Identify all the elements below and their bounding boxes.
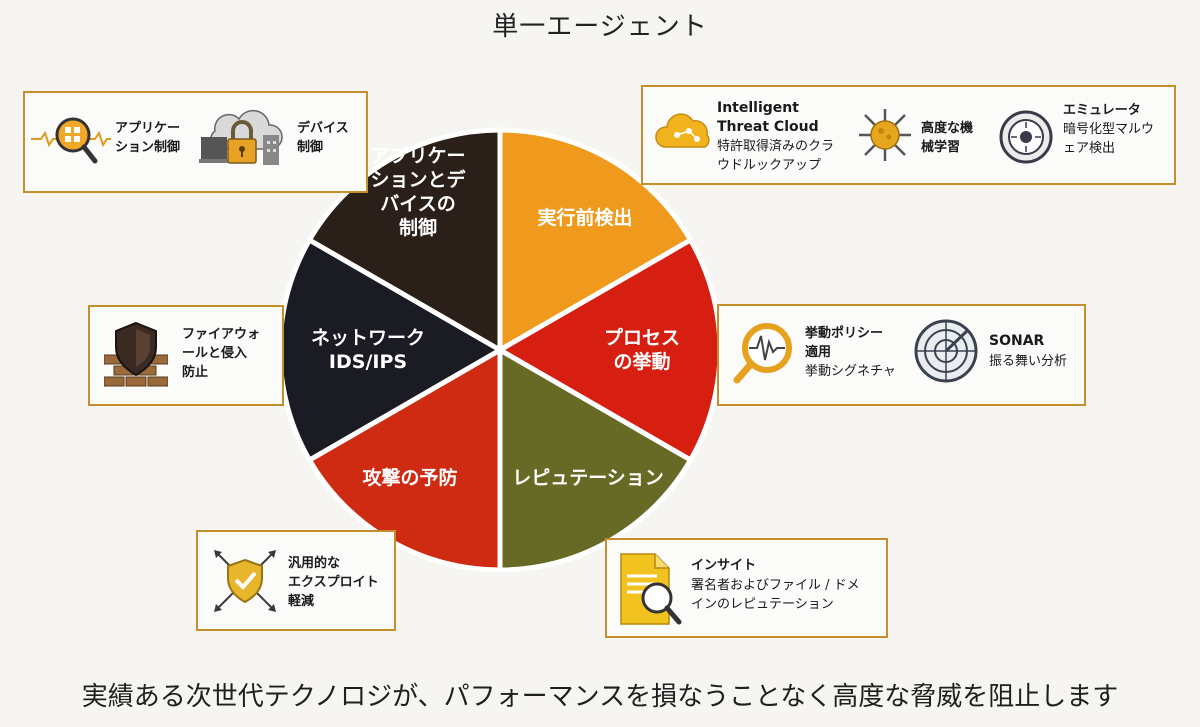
page-title: 単一エージェント <box>492 12 708 42</box>
pie-label-reputation-line-0: レピュテーション <box>512 467 664 489</box>
pie-label-process-line-0: プロセス <box>604 326 680 349</box>
device-control-label: デバイス 制御 <box>297 121 349 155</box>
pie-label-preexec-line-0: 実行前検出 <box>537 206 632 229</box>
firewall-box: ファイアウォ ールと侵入 防止 <box>88 305 284 406</box>
policy-label: 挙動ポリシー 適用 <box>805 326 884 360</box>
footer-tagline: 実績ある次世代テクノロジが、パフォーマンスを損なうことなく高度な脅威を阻止します <box>81 682 1119 712</box>
pie-label-appdevice-line-2: バイスの <box>380 193 455 215</box>
exploit-mitigation-box: 汎用的な エクスプロイト 軽減 <box>196 530 396 631</box>
cloud-icon <box>655 113 710 148</box>
pie-label-network-line-1: IDS/IPS <box>329 351 407 373</box>
sonar-label: SONAR <box>989 333 1045 349</box>
pie-label-appdevice-line-1: ションとデ <box>370 168 466 191</box>
insight-description: 署名者およびファイル / ドメ インのレピュテーション <box>691 578 860 612</box>
pie-label-network-line-0: ネットワーク <box>311 327 425 349</box>
emulator-label: エミュレータ <box>1063 103 1141 118</box>
emulator-description: 暗号化型マルウ ェア検出 <box>1063 122 1155 156</box>
ml-label: 高度な機 械学習 <box>921 121 974 155</box>
itc-description: 特許取得済みのクラ ウドルックアップ <box>717 139 835 173</box>
pie-label-process-line-1: の挙動 <box>613 350 670 373</box>
cloud-ml-emulator-box: Intelligent Threat Cloud 特許取得済みのクラ ウドルックアッ… <box>641 85 1176 185</box>
insight-box: インサイト 署名者およびファイル / ドメ インのレピュテーション <box>605 538 888 638</box>
behavior-box: 挙動ポリシー 適用 挙動シグネチャ SONAR 振る舞い分析 <box>717 304 1086 406</box>
app-control-label: アプリケー ション制御 <box>115 121 181 155</box>
firewall-label: ファイアウォ ールと侵入 防止 <box>182 327 261 380</box>
shield-arrows-icon <box>214 550 276 612</box>
device-lock-icon <box>199 109 283 165</box>
behavior-magnifier-icon <box>733 323 792 384</box>
pie-label-exploit-line-0: 攻撃の予防 <box>362 466 457 489</box>
app-device-control-box: アプリケー ション制御 デバイス 制御 <box>23 91 368 193</box>
policy-description: 挙動シグネチャ <box>805 364 896 379</box>
document-search-icon <box>620 553 682 625</box>
sonar-description: 振る舞い分析 <box>989 354 1068 369</box>
itc-label: Intelligent Threat Cloud <box>717 100 819 135</box>
exploit-label: 汎用的な エクスプロイト 軽減 <box>288 556 379 609</box>
insight-label: インサイト <box>691 558 757 573</box>
pie-label-appdevice-line-3: 制御 <box>399 216 437 239</box>
app-magnifier-icon <box>31 117 111 164</box>
emulator-icon <box>999 110 1053 164</box>
pie-label-appdevice-line-0: アプリケー <box>370 144 465 167</box>
pie-segment-preexec <box>497 127 694 355</box>
radar-icon <box>914 319 978 383</box>
firewall-icon <box>104 321 168 387</box>
virus-icon <box>859 109 911 161</box>
